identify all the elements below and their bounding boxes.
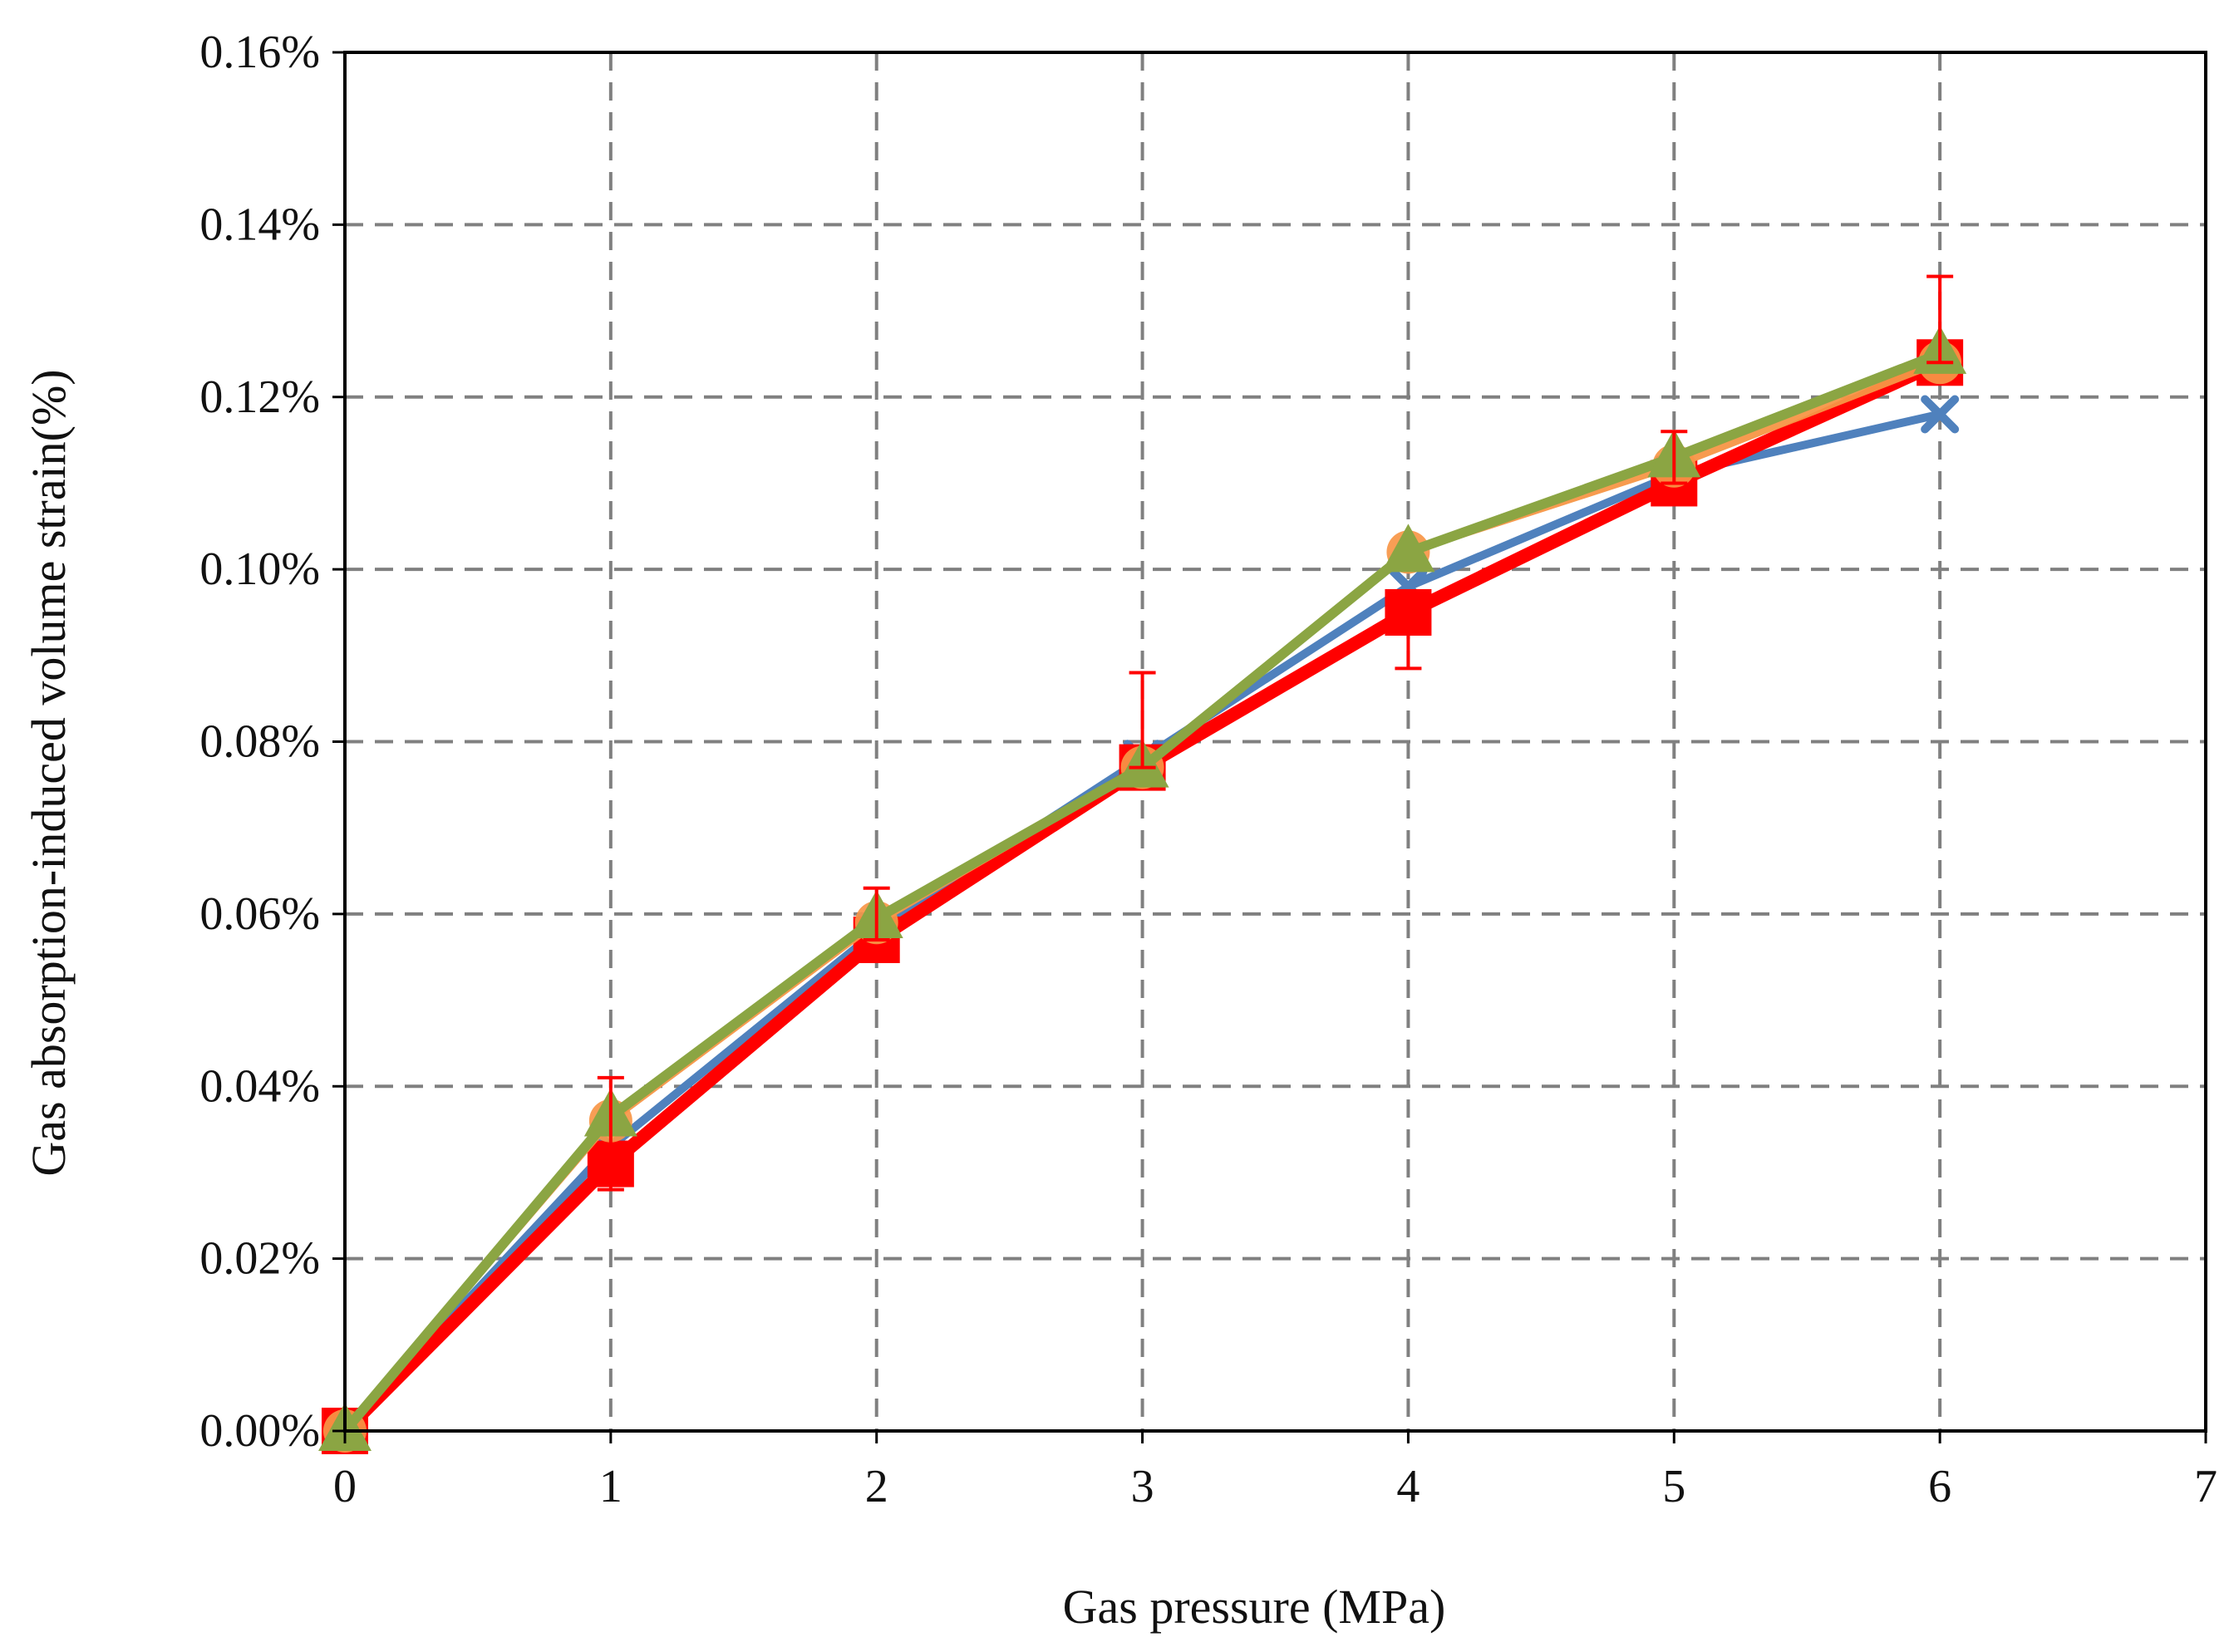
y-tick-label: 0.16% xyxy=(199,27,320,78)
y-tick-label: 0.02% xyxy=(199,1233,320,1285)
error-bar-layer xyxy=(597,274,1954,1192)
y-tick-label: 0.08% xyxy=(199,716,320,768)
y-axis-label: Gas absorption-induced volume strain(%) xyxy=(22,369,76,1176)
x-tick-label: 1 xyxy=(599,1461,622,1512)
triangle-icon xyxy=(1381,524,1435,573)
tick-label-layer: 0 1 2 3 4 5 6 7 0.00% 0.02% 0.04% 0.06% 0.08% 0.10% 0.… xyxy=(199,27,2217,1512)
x-tick-label: 0 xyxy=(333,1461,357,1512)
y-tick-label: 0.10% xyxy=(199,543,320,595)
x-icon xyxy=(1921,395,1960,434)
x-tick-label: 6 xyxy=(1928,1461,1951,1512)
x-tick-label: 2 xyxy=(865,1461,888,1512)
y-tick-label: 0.06% xyxy=(199,888,320,940)
grid-layer xyxy=(345,52,2206,1431)
x-axis-label: Gas pressure (MPa) xyxy=(1063,1580,1446,1634)
x-tick-label: 4 xyxy=(1396,1461,1420,1512)
x-tick-label: 5 xyxy=(1662,1461,1685,1512)
axis-layer xyxy=(332,51,2207,1443)
x-tick-label: 3 xyxy=(1131,1461,1154,1512)
y-tick-label: 0.14% xyxy=(199,199,320,250)
y-tick-label: 0.04% xyxy=(199,1060,320,1112)
x-tick-label: 7 xyxy=(2194,1461,2217,1512)
y-tick-label: 0.12% xyxy=(199,371,320,423)
y-tick-label: 0.00% xyxy=(199,1405,320,1457)
